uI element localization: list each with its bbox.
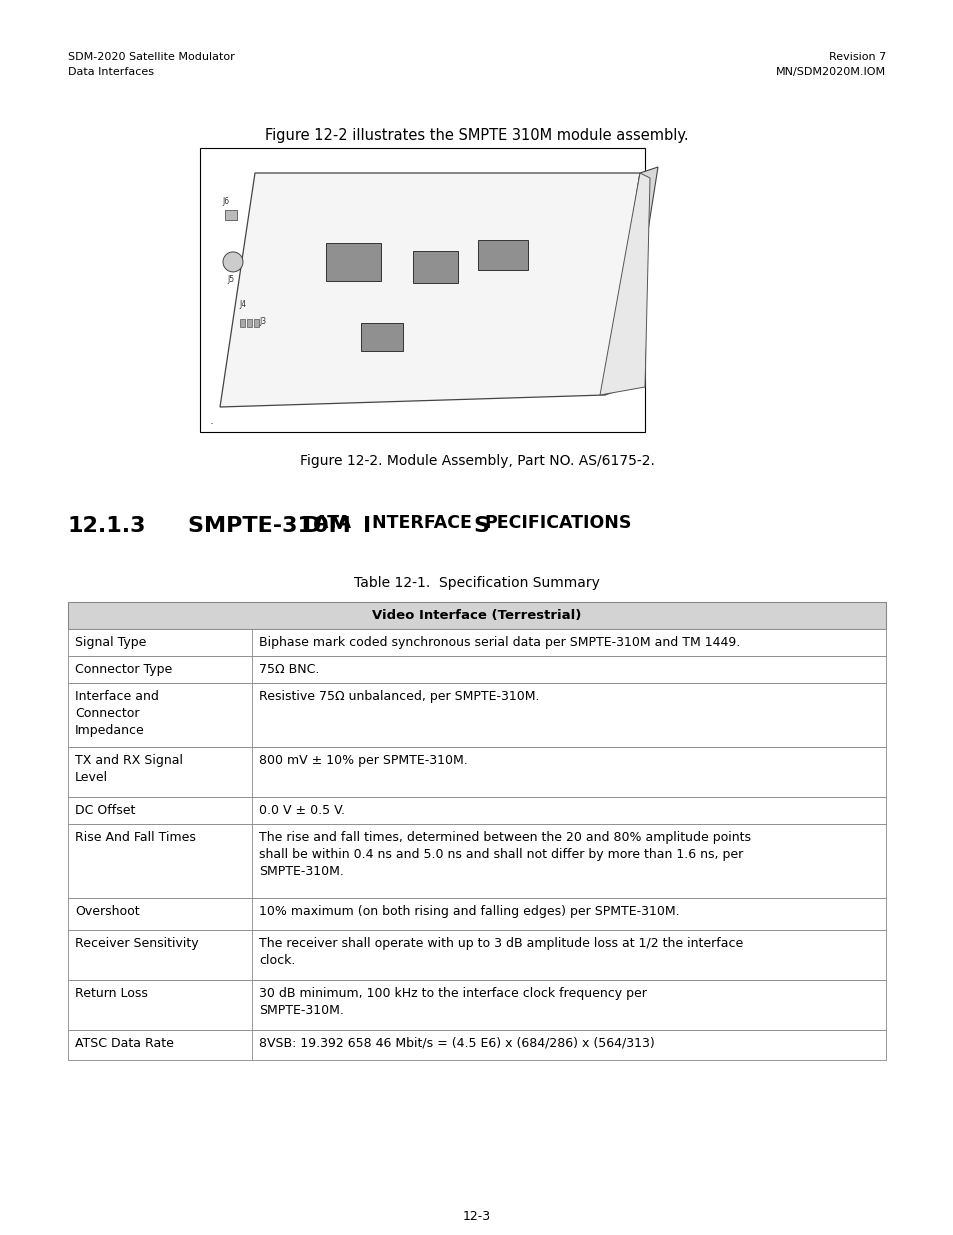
- Text: ATSC Data Rate: ATSC Data Rate: [75, 1037, 173, 1050]
- Text: 12.1.3: 12.1.3: [68, 516, 147, 536]
- Text: Receiver Sensitivity: Receiver Sensitivity: [75, 937, 198, 950]
- Text: 800 mV ± 10% per SPMTE-310M.: 800 mV ± 10% per SPMTE-310M.: [258, 755, 467, 767]
- Bar: [326, 243, 380, 280]
- Text: Data Interfaces: Data Interfaces: [68, 67, 153, 77]
- Text: J4: J4: [239, 300, 247, 309]
- Bar: [478, 240, 528, 270]
- Text: Resistive 75Ω unbalanced, per SMPTE-310M.: Resistive 75Ω unbalanced, per SMPTE-310M…: [258, 690, 539, 703]
- Text: Rise And Fall Times: Rise And Fall Times: [75, 831, 195, 844]
- Bar: [68, 981, 885, 1030]
- Bar: [68, 629, 885, 656]
- Bar: [68, 824, 885, 898]
- Text: 10% maximum (on both rising and falling edges) per SPMTE-310M.: 10% maximum (on both rising and falling …: [258, 905, 679, 918]
- Text: The receiver shall operate with up to 3 dB amplitude loss at 1/2 the interface
c: The receiver shall operate with up to 3 …: [258, 937, 742, 967]
- Text: J3: J3: [259, 317, 267, 326]
- Polygon shape: [599, 173, 649, 395]
- Text: SMPTE-310M: SMPTE-310M: [188, 516, 358, 536]
- Text: S: S: [473, 516, 489, 536]
- Text: J6: J6: [222, 196, 229, 206]
- Text: Table 12-1.  Specification Summary: Table 12-1. Specification Summary: [354, 576, 599, 590]
- Text: Connector Type: Connector Type: [75, 663, 172, 676]
- Text: J5: J5: [227, 275, 233, 284]
- Text: I: I: [363, 516, 371, 536]
- Text: Signal Type: Signal Type: [75, 636, 146, 650]
- Bar: [200, 148, 644, 432]
- Text: DC Offset: DC Offset: [75, 804, 135, 818]
- Bar: [68, 930, 885, 981]
- Text: 75Ω BNC.: 75Ω BNC.: [258, 663, 319, 676]
- Bar: [253, 319, 258, 327]
- Text: Figure 12-2. Module Assembly, Part NO. AS/6175-2.: Figure 12-2. Module Assembly, Part NO. A…: [299, 454, 654, 468]
- Bar: [68, 747, 885, 797]
- Text: ATA: ATA: [314, 514, 356, 532]
- Text: 8VSB: 19.392 658 46 Mbit/s = (4.5 E6) x (684/286) x (564/313): 8VSB: 19.392 658 46 Mbit/s = (4.5 E6) x …: [258, 1037, 654, 1050]
- Bar: [68, 656, 885, 683]
- Text: TX and RX Signal
Level: TX and RX Signal Level: [75, 755, 183, 784]
- Bar: [361, 322, 403, 351]
- Text: MN/SDM2020M.IOM: MN/SDM2020M.IOM: [775, 67, 885, 77]
- Text: Revision 7: Revision 7: [828, 52, 885, 62]
- Text: NTERFACE: NTERFACE: [372, 514, 477, 532]
- Text: 30 dB minimum, 100 kHz to the interface clock frequency per
SMPTE-310M.: 30 dB minimum, 100 kHz to the interface …: [258, 987, 646, 1016]
- Bar: [68, 898, 885, 930]
- Bar: [68, 1030, 885, 1060]
- Bar: [247, 319, 252, 327]
- Bar: [239, 319, 244, 327]
- Text: Figure 12-2 illustrates the SMPTE 310M module assembly.: Figure 12-2 illustrates the SMPTE 310M m…: [265, 128, 688, 143]
- Polygon shape: [220, 173, 639, 408]
- Polygon shape: [604, 167, 658, 395]
- Text: 12-3: 12-3: [462, 1210, 491, 1223]
- Text: The rise and fall times, determined between the 20 and 80% amplitude points
shal: The rise and fall times, determined betw…: [258, 831, 750, 878]
- Bar: [225, 210, 236, 220]
- Text: Overshoot: Overshoot: [75, 905, 139, 918]
- Bar: [68, 683, 885, 747]
- Text: D: D: [303, 516, 321, 536]
- Bar: [68, 601, 885, 629]
- Text: SDM-2020 Satellite Modulator: SDM-2020 Satellite Modulator: [68, 52, 234, 62]
- Circle shape: [223, 252, 243, 272]
- Bar: [413, 251, 457, 283]
- Text: PECIFICATIONS: PECIFICATIONS: [483, 514, 631, 532]
- Bar: [68, 797, 885, 824]
- Text: .: .: [210, 414, 213, 427]
- Text: 0.0 V ± 0.5 V.: 0.0 V ± 0.5 V.: [258, 804, 345, 818]
- Text: Biphase mark coded synchronous serial data per SMPTE-310M and TM 1449.: Biphase mark coded synchronous serial da…: [258, 636, 740, 650]
- Text: Video Interface (Terrestrial): Video Interface (Terrestrial): [372, 609, 581, 622]
- Text: Return Loss: Return Loss: [75, 987, 148, 1000]
- Text: Interface and
Connector
Impedance: Interface and Connector Impedance: [75, 690, 159, 737]
